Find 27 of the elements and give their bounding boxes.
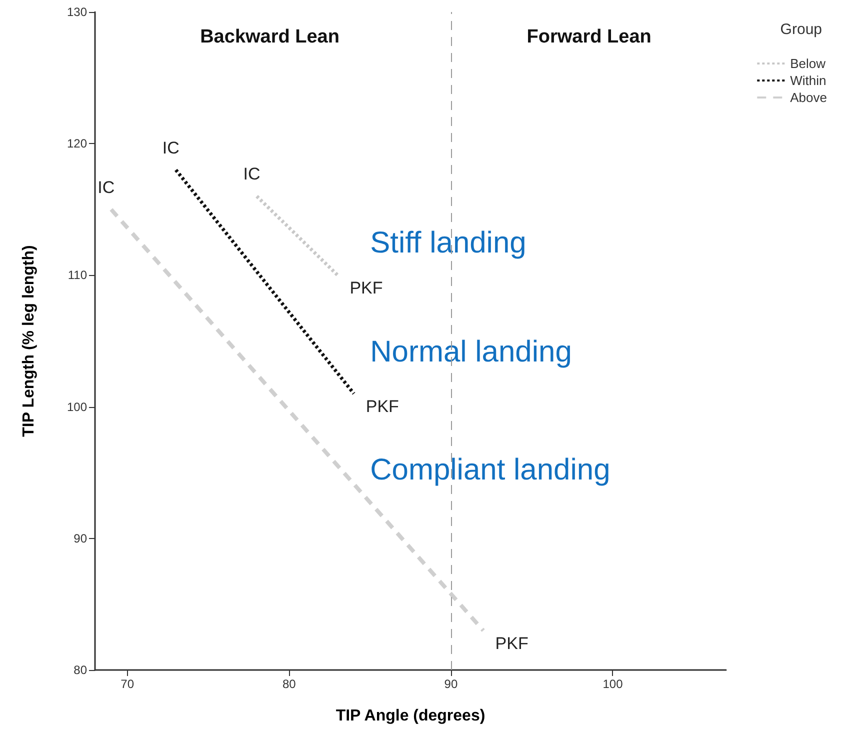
annotation: IC [162, 138, 180, 158]
annotation: PKF [366, 397, 399, 416]
annotation: Compliant landing [370, 454, 610, 486]
annotation: Normal landing [370, 336, 572, 368]
x-tick-label: 80 [282, 677, 296, 691]
y-tick-label: 110 [68, 268, 88, 282]
annotation: IC [98, 178, 115, 197]
y-tick-label: 100 [66, 400, 88, 414]
x-tick-label: 90 [444, 677, 458, 691]
annotation: PKF [495, 634, 528, 654]
annotation: Forward Lean [526, 26, 652, 48]
legend-label: Below [790, 56, 826, 71]
x-tick-label: 70 [120, 677, 134, 691]
x-tick-label: 100 [602, 677, 624, 691]
legend-label: Above [790, 90, 828, 105]
legend-label: Within [790, 73, 826, 88]
x-axis-title: TIP Angle (degrees) [336, 708, 486, 724]
annotation: Backward Lean [200, 26, 340, 48]
annotation: Stiff landing [370, 226, 526, 260]
y-tick-label: 120 [66, 136, 88, 151]
annotation: IC [243, 164, 260, 184]
y-tick-label: 130 [66, 5, 88, 19]
y-tick-label: 90 [74, 531, 88, 546]
legend-title: Group [780, 21, 822, 38]
annotation: PKF [350, 278, 383, 298]
y-tick-label: 80 [74, 663, 88, 677]
y-axis-title: TIP Length (% leg length) [20, 245, 38, 437]
